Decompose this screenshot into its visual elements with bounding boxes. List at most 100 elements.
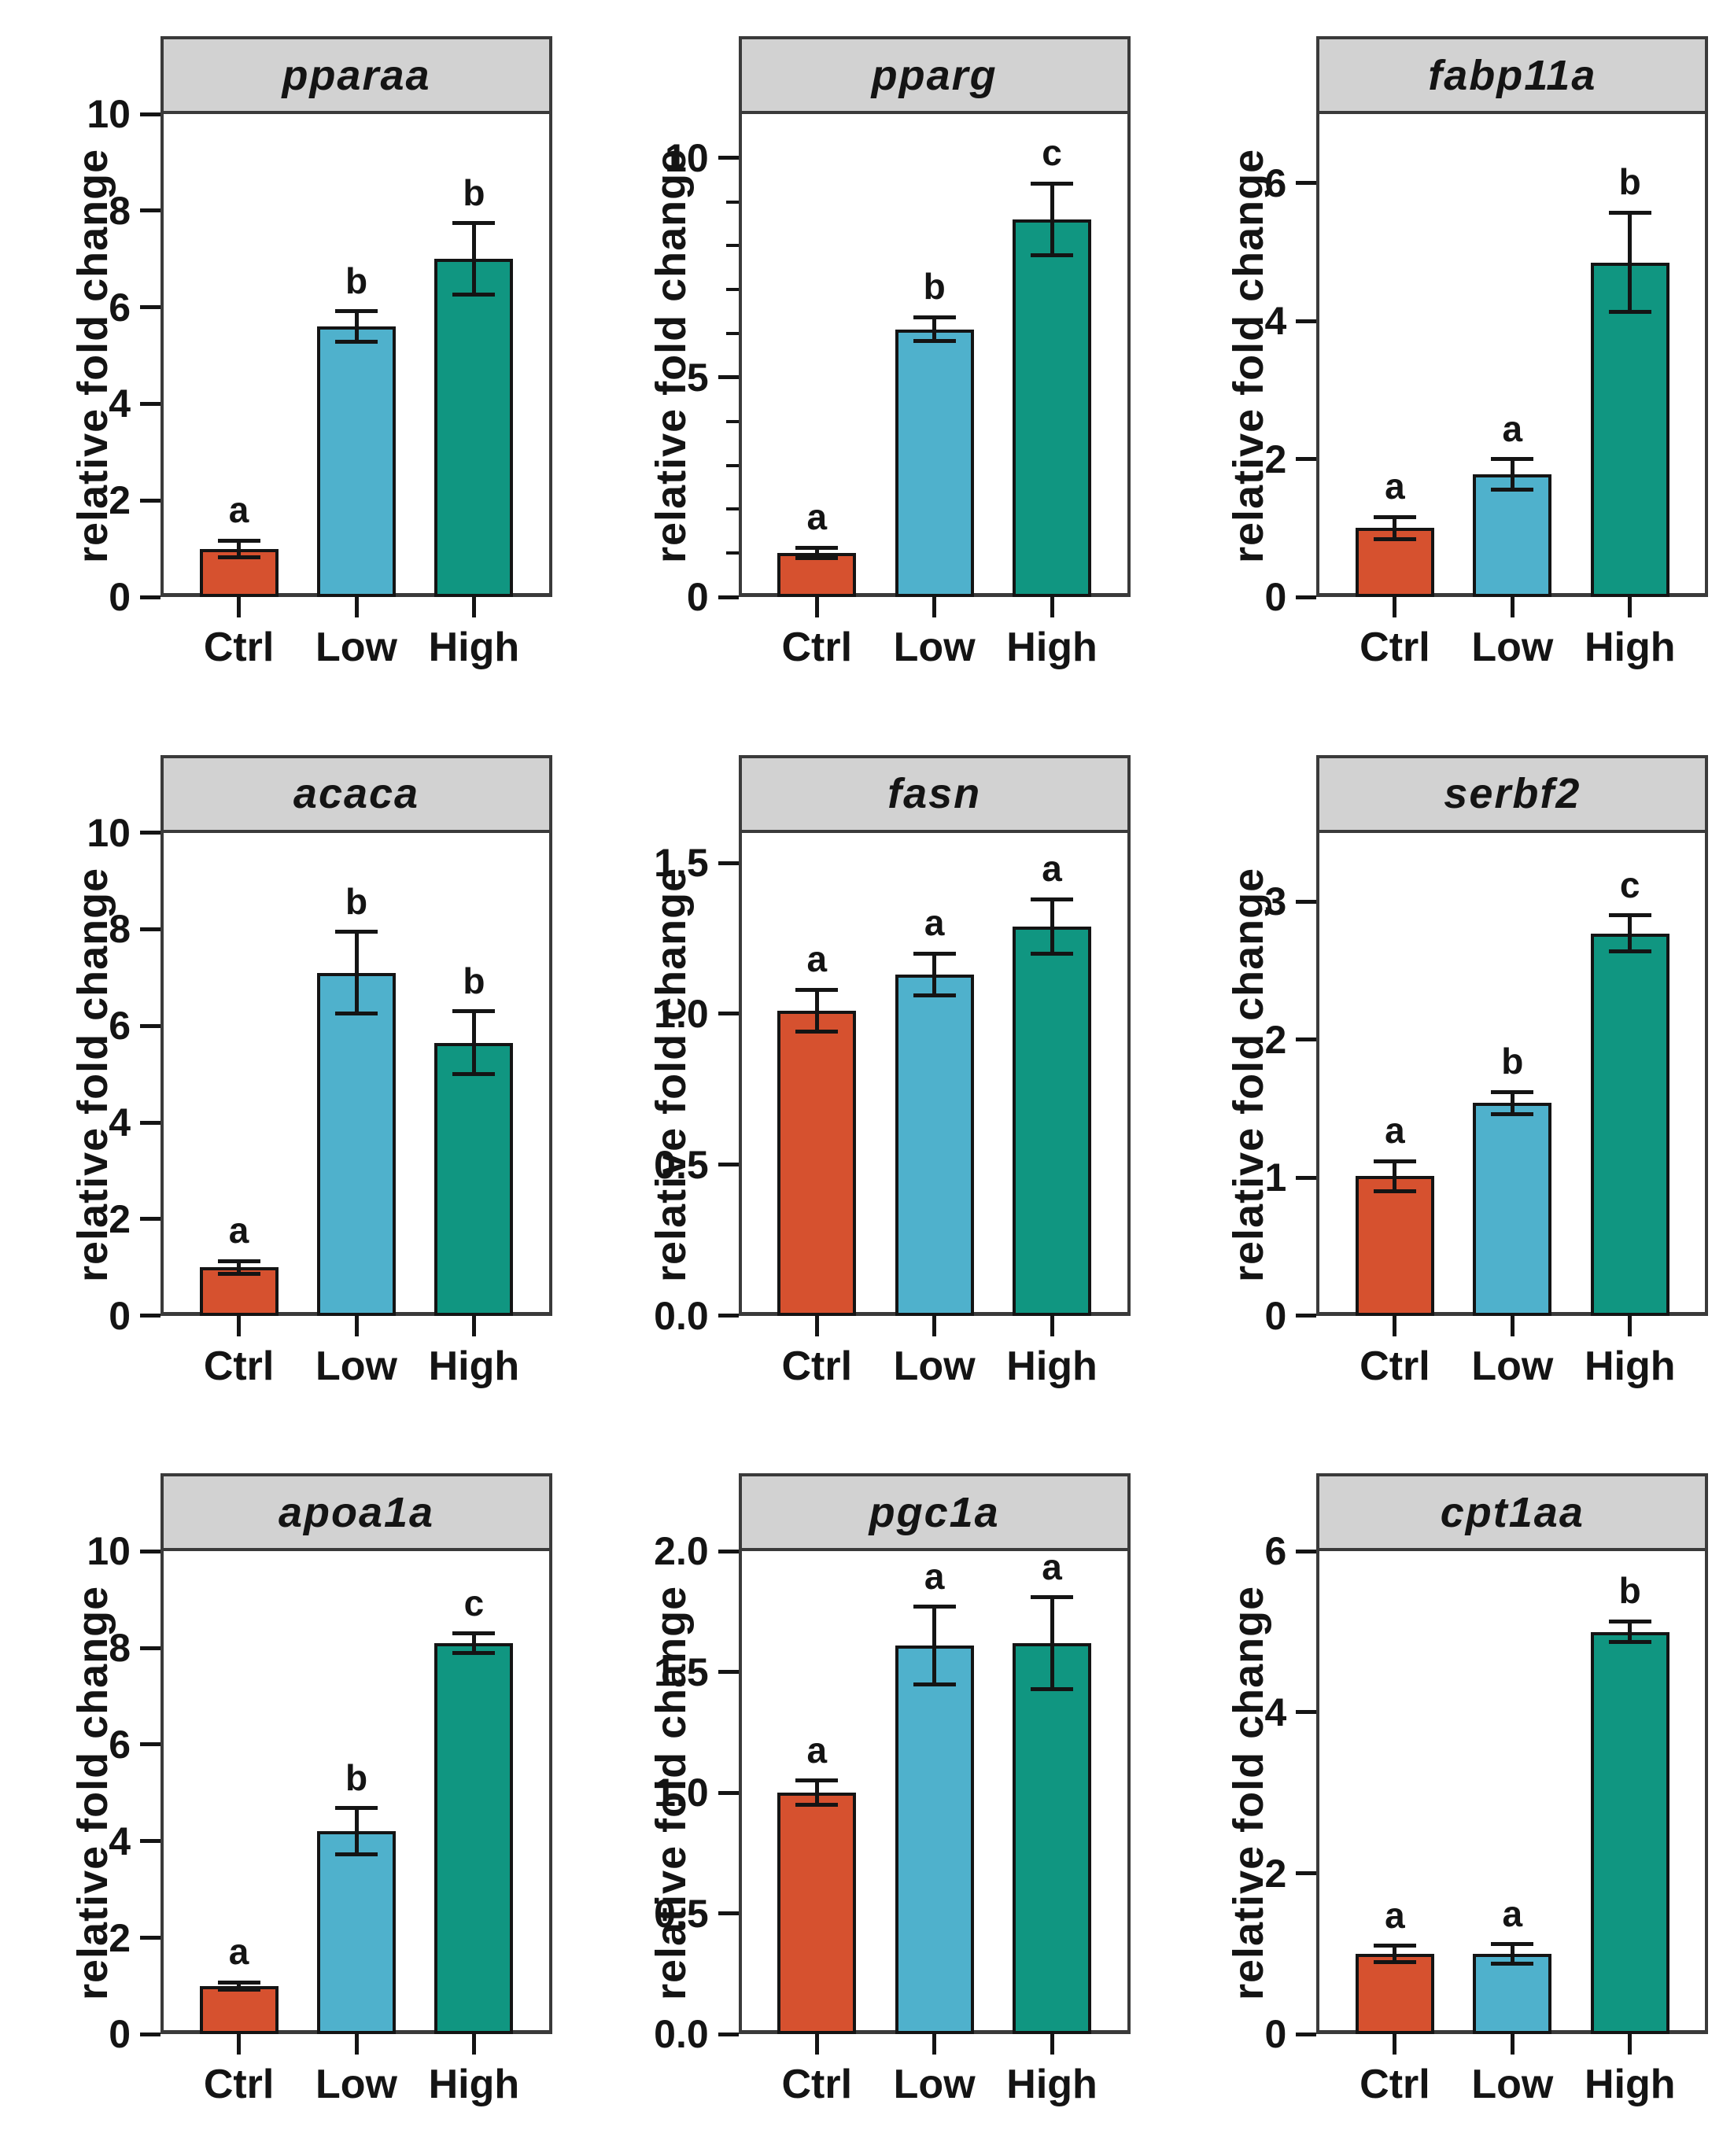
y-axis-tick [718, 156, 739, 160]
y-tick-label: 2 [109, 478, 131, 523]
x-category-label: Low [1471, 625, 1554, 670]
y-tick-label: 4 [109, 1819, 131, 1863]
bar-ctrl [1355, 1953, 1434, 2035]
error-bar-cap-bottom [452, 1650, 496, 1655]
y-axis-label: relative fold change [69, 148, 116, 563]
error-bar-line [1050, 899, 1054, 954]
y-tick-label: 0 [1264, 1293, 1287, 1338]
significance-letter: a [1502, 407, 1523, 449]
significance-letter: a [228, 1931, 249, 1973]
bar-low [317, 972, 396, 1316]
x-category-label: Ctrl [1360, 1343, 1430, 1389]
x-axis-tick [932, 1315, 937, 1336]
y-axis-tick [140, 1936, 160, 1940]
error-bar-line [1393, 1161, 1397, 1192]
error-bar-line [1628, 1621, 1633, 1642]
gene-title: cpt1aa [1440, 1488, 1585, 1536]
chart-panel-acaca: relative fold change acaca 0 2 4 6 8 10 a Ctrl b Lo… [0, 719, 578, 1438]
bar-low [1473, 474, 1552, 597]
x-axis-tick [1510, 1315, 1514, 1336]
error-bar-cap-bottom [913, 993, 956, 998]
x-axis-tick [354, 2034, 359, 2055]
error-bar-cap-top [1608, 913, 1651, 918]
x-category-label: Low [315, 1343, 397, 1389]
x-category-label: Ctrl [1360, 625, 1430, 670]
gene-title: serbf2 [1444, 770, 1581, 818]
y-axis-tick [140, 1742, 160, 1747]
facet-strip: pparaa [160, 36, 552, 114]
y-axis-tick [1296, 899, 1317, 904]
x-category-label: High [1584, 2062, 1676, 2108]
y-axis-tick [140, 1549, 160, 1553]
facet-strip: fabp11a [1316, 36, 1709, 114]
y-axis-tick [140, 831, 160, 835]
error-bar-line [1510, 1944, 1514, 1964]
y-axis-tick [718, 375, 739, 380]
y-tick-label: 2 [1264, 437, 1287, 481]
y-axis-tick [718, 861, 739, 865]
error-bar-cap-top [217, 1259, 260, 1263]
x-category-label: Low [893, 1343, 976, 1389]
error-bar-cap-bottom [1031, 253, 1074, 258]
x-category-label: High [1584, 625, 1676, 670]
error-bar-cap-top [913, 1605, 956, 1609]
error-bar-line [932, 953, 937, 996]
y-axis-tick [1296, 1710, 1317, 1715]
y-axis-tick [1296, 595, 1317, 599]
y-axis-tick [718, 1670, 739, 1675]
y-tick-label: 2.0 [654, 1529, 709, 1574]
y-axis-minor-tick [725, 332, 739, 336]
y-tick-label: 0 [109, 1293, 131, 1338]
y-axis-tick [718, 1012, 739, 1016]
error-bar-cap-top [1031, 1595, 1074, 1600]
error-bar-cap-top [1608, 1619, 1651, 1623]
y-tick-label: 2 [109, 1915, 131, 1960]
x-axis-tick [1628, 1315, 1633, 1336]
error-bar-cap-top [335, 309, 378, 313]
x-axis-tick [814, 1315, 819, 1336]
y-axis-label: relative fold change [647, 867, 695, 1282]
error-bar-line [1510, 459, 1514, 490]
x-category-label: High [1006, 2062, 1098, 2108]
y-tick-label: 1.0 [654, 991, 709, 1036]
bar-ctrl [777, 1011, 857, 1316]
bar-low [317, 326, 396, 597]
y-tick-label: 6 [109, 1004, 131, 1049]
error-bar-line [471, 1633, 476, 1653]
y-axis-tick [1296, 1314, 1317, 1318]
error-bar-cap-top [1373, 1944, 1416, 1948]
significance-letter: b [463, 171, 485, 213]
y-axis-tick [140, 927, 160, 931]
x-axis-tick [354, 1315, 359, 1336]
y-tick-label: 0.5 [654, 1891, 709, 1936]
bar-high [1013, 1642, 1092, 2035]
y-axis-tick [140, 595, 160, 599]
x-axis-tick [1050, 2034, 1054, 2055]
error-bar-cap-bottom [913, 1682, 956, 1686]
error-bar-cap-bottom [1373, 536, 1416, 541]
significance-letter: a [806, 938, 828, 980]
error-bar-line [814, 547, 819, 558]
x-category-label: Ctrl [203, 2062, 275, 2108]
y-tick-label: 1.0 [654, 1771, 709, 1815]
significance-letter: a [228, 1210, 249, 1251]
y-tick-label: 2 [109, 1196, 131, 1241]
y-axis-tick [1296, 2032, 1317, 2036]
error-bar-cap-bottom [335, 340, 378, 345]
error-bar-cap-top [452, 1009, 496, 1014]
error-bar-line [814, 990, 819, 1032]
chart-panel-pparaa: relative fold change pparaa 0 2 4 6 8 10 a Ctrl b L… [0, 0, 578, 719]
x-axis-tick [1393, 2034, 1397, 2055]
x-category-label: Ctrl [1360, 2062, 1430, 2108]
y-axis-tick [140, 1314, 160, 1318]
x-category-label: Ctrl [203, 625, 275, 670]
error-bar-cap-top [335, 930, 378, 934]
error-bar-line [932, 1606, 937, 1685]
y-axis-label: relative fold change [1225, 1585, 1273, 2000]
chart-panel-pparg: relative fold change pparg 0 5 10 a Ctrl b Low c H… [578, 0, 1157, 719]
error-bar-cap-bottom [1608, 949, 1651, 954]
x-axis-tick [237, 597, 242, 617]
error-bar-cap-bottom [217, 1271, 260, 1276]
facet-strip: pgc1a [738, 1473, 1131, 1552]
error-bar-cap-bottom [1491, 1961, 1534, 1966]
